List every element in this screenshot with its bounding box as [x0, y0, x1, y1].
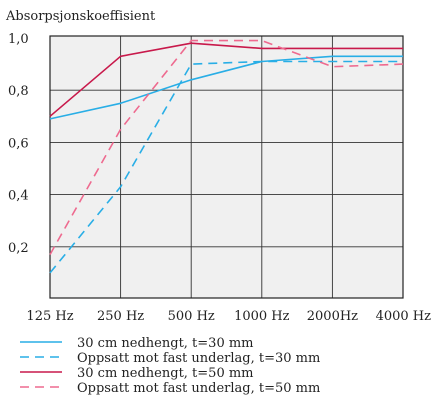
y-tick-label: 0,6	[8, 136, 29, 151]
y-tick-label: 0,8	[8, 84, 29, 99]
y-tick-label: 0,4	[8, 189, 29, 204]
series-line-2	[49, 60, 403, 274]
y-tick-label: 0,2	[8, 241, 29, 256]
x-tick-label: 500 Hz	[168, 309, 215, 324]
x-tick-label: 250 Hz	[97, 309, 144, 324]
x-tick-label: 2000Hz	[307, 309, 358, 324]
x-tick-labels: 125 Hz 250 Hz 500 Hz 1000 Hz 2000Hz 4000 Hz	[26, 309, 431, 324]
y-tick-labels: 0,2 0,4 0,6 0,8 1,0	[8, 32, 29, 256]
plot-area	[50, 36, 403, 298]
legend-label: 30 cm nedhengt, t=50 mm	[77, 366, 254, 381]
legend-label: Oppsatt mot fast underlag, t=50 mm	[77, 381, 320, 396]
legend-label: Oppsatt mot fast underlag, t=30 mm	[77, 351, 320, 366]
x-tick-label: 1000 Hz	[234, 309, 290, 324]
series-line-1	[49, 55, 403, 120]
x-tick-label: 125 Hz	[26, 309, 73, 324]
chart-title: Absorpsjonskoeffisient	[5, 9, 156, 24]
x-tick-label: 4000 Hz	[376, 309, 432, 324]
series-line-3	[49, 42, 403, 117]
legend-label: 30 cm nedhengt, t=30 mm	[77, 336, 254, 351]
plot-frame	[49, 35, 404, 299]
series-lines	[49, 39, 404, 274]
series-line-4	[49, 39, 404, 255]
y-tick-label: 1,0	[8, 32, 29, 47]
